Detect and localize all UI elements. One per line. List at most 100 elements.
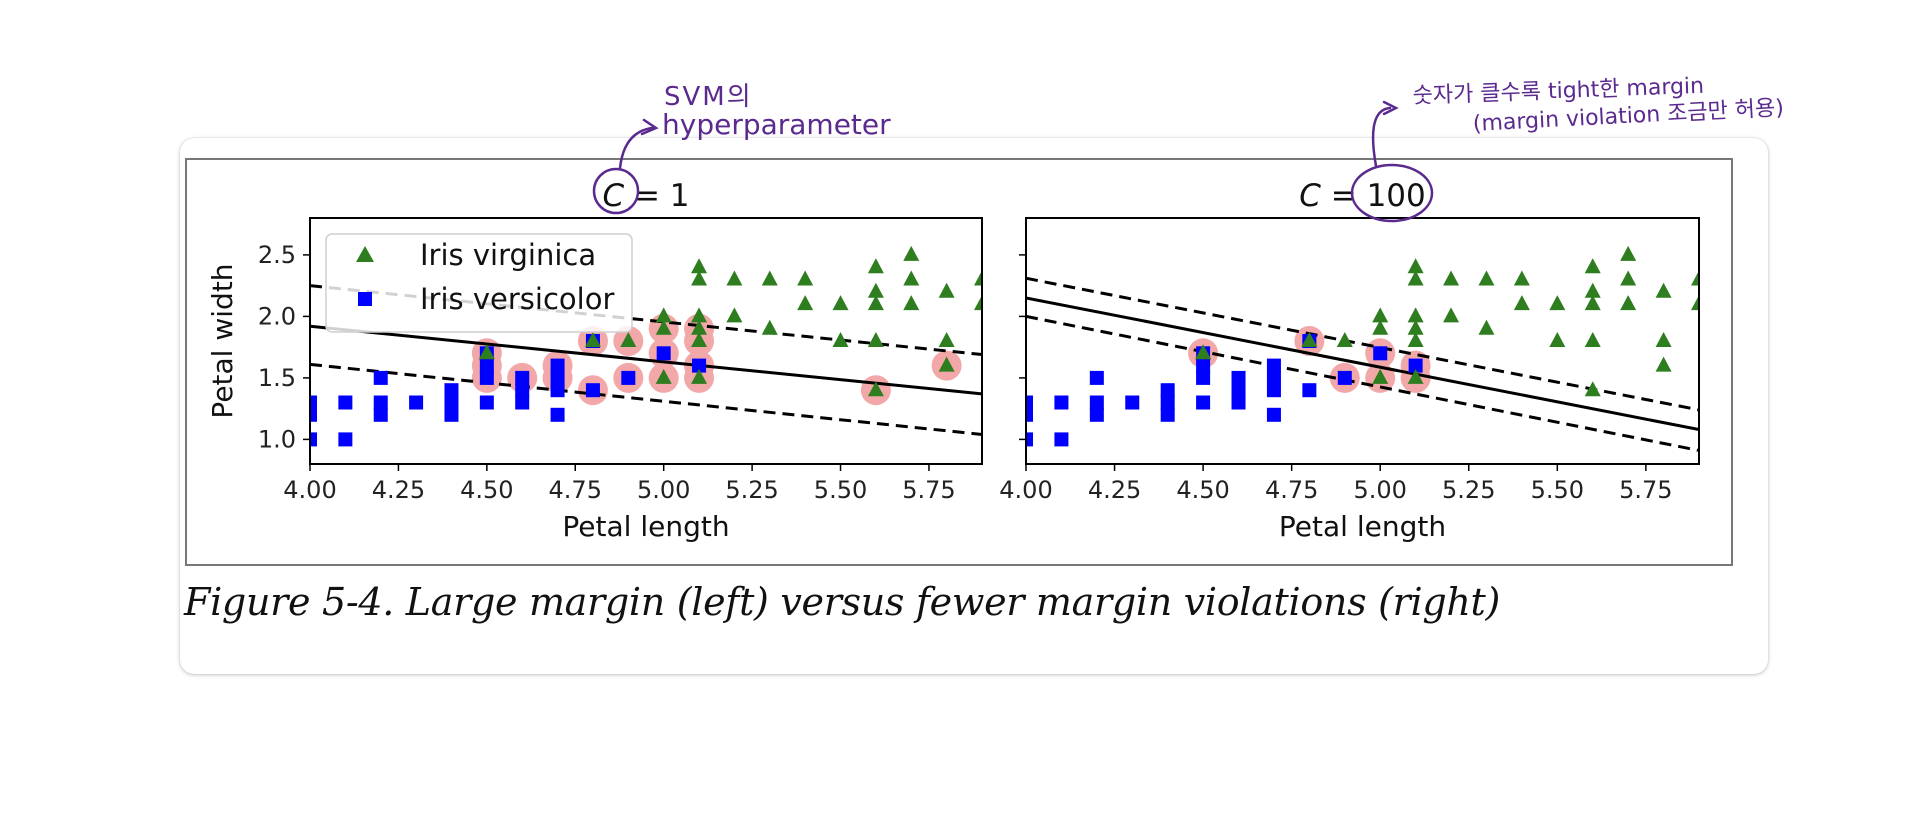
- versicolor-point: [550, 407, 565, 422]
- x-tick-label: 4.00: [999, 476, 1052, 504]
- annotation-arrow-svm: [618, 126, 654, 170]
- x-tick-label: 5.50: [1531, 476, 1584, 504]
- virginica-point: [1655, 282, 1672, 298]
- virginica-point: [832, 332, 849, 347]
- versicolor-point: [1231, 383, 1246, 398]
- versicolor-point: [1026, 407, 1033, 422]
- virginica-point: [938, 282, 955, 298]
- virginica-point: [1372, 368, 1389, 384]
- virginica-point: [867, 332, 884, 347]
- versicolor-point: [373, 407, 388, 422]
- versicolor-point: [479, 370, 494, 385]
- x-tick-label: 5.50: [814, 476, 867, 504]
- versicolor-point: [550, 358, 565, 373]
- versicolor-point: [515, 370, 530, 385]
- virginica-point: [1336, 332, 1353, 347]
- margin-upper: [1026, 276, 1699, 412]
- versicolor-point: [1337, 370, 1352, 385]
- virginica-point: [938, 356, 955, 372]
- x-tick-label: 5.25: [1442, 476, 1495, 504]
- virginica-point: [1584, 381, 1601, 397]
- x-tick-label: 4.25: [372, 476, 425, 504]
- virginica-point: [761, 319, 778, 335]
- virginica-point: [1655, 332, 1672, 347]
- plot-area: [1026, 245, 1699, 452]
- virginica-point: [478, 344, 495, 360]
- virginica-point: [1407, 368, 1424, 384]
- legend-box: [325, 233, 633, 333]
- versicolor-point: [1089, 370, 1104, 385]
- virginica-point: [903, 245, 920, 261]
- axes-frame: [309, 217, 983, 465]
- annotation-circle-c: [592, 167, 640, 215]
- versicolor-point: [444, 383, 459, 398]
- virginica-point: [1549, 295, 1566, 311]
- figure-caption: Figure 5-4. Large margin (left) versus f…: [184, 580, 1501, 624]
- margin-upper: [310, 284, 982, 357]
- virginica-point: [691, 258, 708, 274]
- virginica-point: [761, 270, 778, 286]
- annotation-arrow-c: [1371, 106, 1392, 168]
- x-tick-label: 4.50: [1176, 476, 1229, 504]
- virginica-point: [1691, 295, 1699, 311]
- virginica-point: [867, 295, 884, 311]
- annotation-arrowhead-c: [1382, 100, 1399, 116]
- virginica-point: [1372, 307, 1389, 323]
- virginica-point: [655, 319, 672, 335]
- virginica-point: [691, 319, 708, 335]
- y-tick-label: 2.5: [258, 241, 296, 269]
- versicolor-point: [550, 383, 565, 398]
- decision-boundary: [1026, 296, 1699, 432]
- versicolor-point: [1302, 383, 1317, 398]
- legend-versicolor-label: Iris versicolor: [420, 282, 614, 316]
- annotation-hyperparameter-text: hyperparameter: [662, 108, 891, 141]
- virginica-point: [1620, 270, 1637, 286]
- y-tick-label: 2.0: [258, 302, 296, 330]
- virginica-point: [1584, 332, 1601, 347]
- versicolor-point: [444, 395, 459, 410]
- versicolor-point: [1054, 432, 1069, 447]
- virginica-point: [1584, 282, 1601, 298]
- versicolor-point: [444, 407, 459, 422]
- x-tick-label: 5.00: [637, 476, 690, 504]
- virginica-point: [1407, 307, 1424, 323]
- virginica-point: [1443, 270, 1460, 286]
- virginica-point: [867, 258, 884, 274]
- versicolor-point: [1373, 346, 1388, 361]
- versicolor-point: [310, 407, 317, 422]
- versicolor-point: [550, 370, 565, 385]
- versicolor-point: [1089, 407, 1104, 422]
- versicolor-point: [1054, 395, 1069, 410]
- virginica-point: [1478, 270, 1495, 286]
- x-tick-label: 4.75: [549, 476, 602, 504]
- virginica-point: [974, 270, 982, 286]
- virginica-point: [1372, 319, 1389, 335]
- versicolor-point: [1196, 358, 1211, 373]
- versicolor-point: [479, 358, 494, 373]
- versicolor-point: [1160, 383, 1175, 398]
- versicolor-point: [1026, 432, 1033, 447]
- legend-virginica-label: Iris virginica: [420, 238, 596, 272]
- annotation-circle-100: [1350, 163, 1434, 223]
- versicolor-point: [585, 383, 600, 398]
- versicolor-point: [1160, 395, 1175, 410]
- versicolor-point: [1231, 395, 1246, 410]
- chart-panel-2: 4.00 4.25 4.50 4.75 5.00 5.25 5.50 5.75 Petal le…: [999, 178, 1700, 543]
- versicolor-point: [692, 358, 707, 373]
- versicolor-point: [1196, 395, 1211, 410]
- annotation-marks: [592, 100, 1434, 223]
- versicolor-point: [479, 395, 494, 410]
- x-tick-label: 4.00: [283, 476, 336, 504]
- x-tick-label: 4.25: [1088, 476, 1141, 504]
- versicolor-point: [1160, 407, 1175, 422]
- annotation-svm-text: SVM의: [664, 82, 753, 112]
- versicolor-point: [1026, 395, 1033, 410]
- versicolor-point: [515, 383, 530, 398]
- virginica-point: [1407, 258, 1424, 274]
- versicolor-point: [1196, 370, 1211, 385]
- versicolor-point: [1266, 383, 1281, 398]
- virginica-point: [1584, 295, 1601, 311]
- virginica-point: [938, 332, 955, 347]
- legend: Iris virginica Iris versicolor: [325, 233, 633, 333]
